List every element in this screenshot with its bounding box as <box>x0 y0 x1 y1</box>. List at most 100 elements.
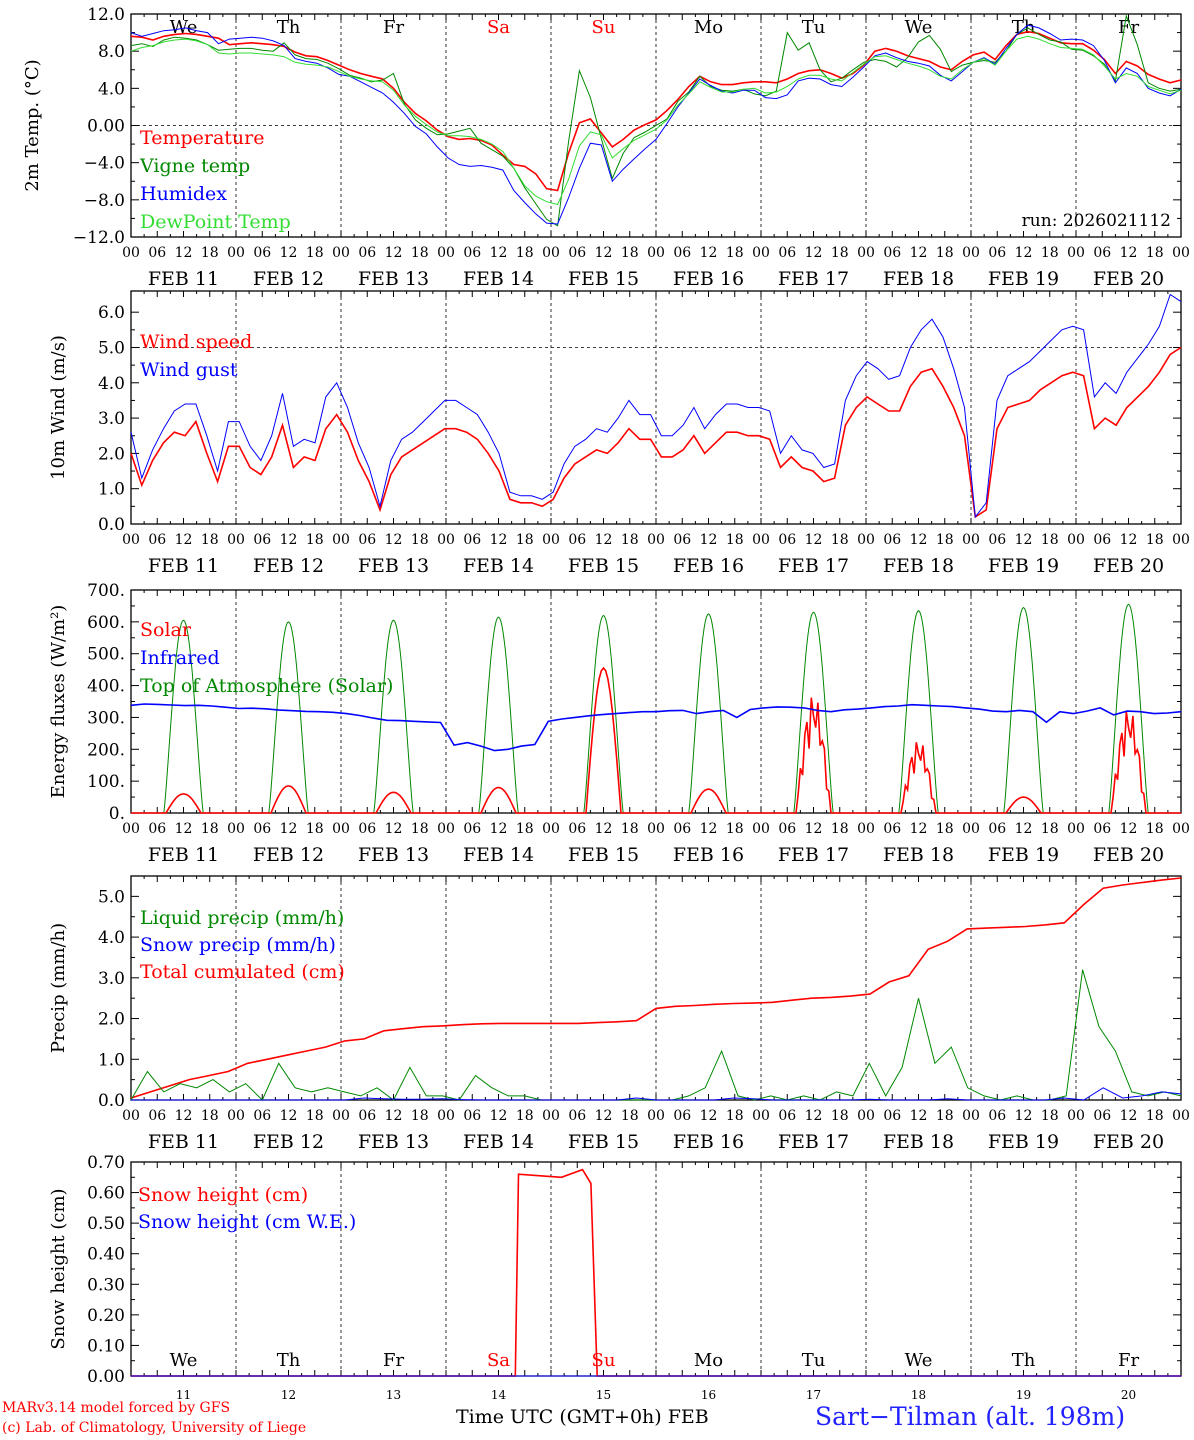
date-label: FEB 19 <box>988 268 1059 290</box>
hour-label: 12 <box>1120 1108 1138 1124</box>
hour-label: 18 <box>831 532 849 548</box>
date-label: FEB 13 <box>358 268 429 290</box>
hour-label: 00 <box>647 532 665 548</box>
hour-label: 12 <box>385 1108 403 1124</box>
y-tick-label: 500. <box>87 645 125 665</box>
date-label: FEB 13 <box>358 1131 429 1153</box>
date-label: FEB 14 <box>463 1131 534 1153</box>
hour-label: 18 <box>1041 532 1059 548</box>
hour-label: 00 <box>962 532 980 548</box>
hour-label: 06 <box>988 821 1006 837</box>
hour-label: 00 <box>122 245 140 261</box>
legend-entry: Snow height (cm) <box>138 1184 308 1206</box>
hour-label: 00 <box>752 821 770 837</box>
hour-label: 00 <box>227 245 245 261</box>
hour-label: 06 <box>988 532 1006 548</box>
day-number-label: 15 <box>596 1388 611 1402</box>
hour-label: 06 <box>463 821 481 837</box>
hour-label: 00 <box>647 821 665 837</box>
hour-label: 12 <box>910 1108 928 1124</box>
day-name-label: Th <box>277 17 301 38</box>
hour-label: 18 <box>936 1108 954 1124</box>
y-axis-title: Energy fluxes (W/m²) <box>48 605 69 799</box>
hour-label: 18 <box>936 821 954 837</box>
hour-label: 06 <box>883 245 901 261</box>
run-label: run: 2026021112 <box>1022 211 1171 231</box>
hour-label: 00 <box>542 1108 560 1124</box>
hour-label: 06 <box>463 532 481 548</box>
date-label: FEB 17 <box>778 1131 849 1153</box>
hour-label: 12 <box>595 245 613 261</box>
hour-label: 06 <box>253 1108 271 1124</box>
hour-label: 00 <box>122 1108 140 1124</box>
hour-label: 18 <box>726 245 744 261</box>
y-tick-label: 2.0 <box>98 444 125 464</box>
date-label: FEB 11 <box>148 555 219 577</box>
hour-label: 18 <box>621 1108 639 1124</box>
legend-entry: Liquid precip (mm/h) <box>140 907 344 929</box>
day-name-label: Fr <box>1118 17 1139 38</box>
y-tick-label: 0.20 <box>87 1306 125 1326</box>
date-label: FEB 20 <box>1093 844 1164 866</box>
date-label: FEB 19 <box>988 1131 1059 1153</box>
day-name-label: Th <box>1012 1350 1036 1371</box>
hour-label: 06 <box>778 1108 796 1124</box>
y-tick-label: 12.0 <box>87 5 125 25</box>
legend-entry: Snow precip (mm/h) <box>140 934 336 956</box>
hour-label: 12 <box>595 1108 613 1124</box>
y-tick-label: 4.0 <box>98 79 125 99</box>
day-name-label: Mo <box>694 17 723 38</box>
legend-entry: Snow height (cm W.E.) <box>138 1211 356 1233</box>
hour-label: 00 <box>962 821 980 837</box>
date-label: FEB 20 <box>1093 1131 1164 1153</box>
hour-label: 18 <box>726 532 744 548</box>
date-label: FEB 12 <box>253 268 324 290</box>
y-tick-label: 6.0 <box>98 303 125 323</box>
hour-label: 00 <box>1067 532 1085 548</box>
y-tick-label: 0. <box>109 804 125 824</box>
hour-label: 00 <box>752 532 770 548</box>
hour-label: 00 <box>962 1108 980 1124</box>
hour-label: 18 <box>1041 821 1059 837</box>
y-tick-label: 300. <box>87 708 125 728</box>
legend-entry: Total cumulated (cm) <box>140 961 345 983</box>
y-tick-label: 0.30 <box>87 1275 125 1295</box>
hour-label: 12 <box>700 245 718 261</box>
hour-label: 06 <box>1093 1108 1111 1124</box>
y-tick-label: −8.0 <box>84 191 125 211</box>
x-axis-title: Time UTC (GMT+0h) FEB <box>456 1406 709 1428</box>
hour-label: 06 <box>568 1108 586 1124</box>
hour-label: 06 <box>358 1108 376 1124</box>
hour-label: 00 <box>1172 245 1190 261</box>
y-tick-label: 4.0 <box>98 374 125 394</box>
y-tick-label: 0.60 <box>87 1184 125 1204</box>
hour-label: 18 <box>516 532 534 548</box>
hour-label: 12 <box>280 821 298 837</box>
panel-snow: 0.70 0.60 0.50 0.40 0.30 0.20 0.10 0.00 Snow hei… <box>48 1153 1182 1402</box>
hour-label: 06 <box>358 821 376 837</box>
y-axis-title: Precip (mm/h) <box>48 923 69 1053</box>
hour-label: 12 <box>700 1108 718 1124</box>
hour-label: 12 <box>595 532 613 548</box>
y-tick-label: 3.0 <box>98 409 125 429</box>
date-label: FEB 14 <box>463 844 534 866</box>
date-label: FEB 13 <box>358 555 429 577</box>
day-name-label: We <box>905 17 933 38</box>
hour-label: 00 <box>1172 532 1190 548</box>
y-tick-label: 400. <box>87 677 125 697</box>
hour-label: 06 <box>148 1108 166 1124</box>
hour-label: 18 <box>201 1108 219 1124</box>
hour-label: 06 <box>778 532 796 548</box>
hour-label: 18 <box>306 532 324 548</box>
hour-label: 00 <box>1172 1108 1190 1124</box>
panel-temp: 12.0 8.0 4.0 0.00 −4.0 −8.0 −12.0 2m Temp. (°C)… <box>22 5 1190 290</box>
day-number-label: 14 <box>491 1388 507 1402</box>
hour-label: 06 <box>568 821 586 837</box>
panel-energy: 700. 600. 500. 400. 300. 200. 100. 0. Energy flu… <box>48 581 1190 866</box>
series-line-dewpoint-temp <box>130 35 1182 206</box>
hour-label: 06 <box>673 1108 691 1124</box>
hour-label: 06 <box>883 821 901 837</box>
hour-label: 18 <box>1146 1108 1164 1124</box>
hour-label: 06 <box>253 821 271 837</box>
hour-label: 06 <box>673 821 691 837</box>
